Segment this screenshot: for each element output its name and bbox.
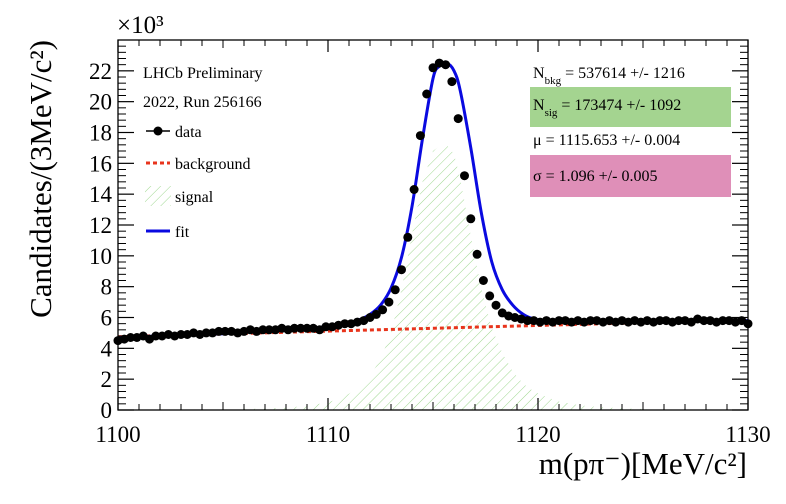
- data-point: [220, 326, 230, 336]
- y-tick-label: 14: [89, 182, 113, 207]
- data-point: [264, 325, 274, 335]
- data-point: [478, 276, 488, 285]
- data-point: [384, 297, 394, 307]
- x-tick-label: 1100: [95, 422, 140, 447]
- stat-nsig: Nsig = 173474 +/- 1092: [533, 97, 681, 119]
- data-point: [472, 249, 482, 259]
- stat-nbkg: Nbkg = 537614 +/- 1216: [533, 65, 685, 87]
- y-axis-title: Candidates/(3MeV/c²): [23, 40, 58, 318]
- y-tick-label: 2: [101, 367, 113, 392]
- data-point: [460, 171, 469, 181]
- stat-nbkg-value: = 537614 +/- 1216: [565, 65, 685, 82]
- data-point: [201, 328, 211, 338]
- y-tick-label: 10: [89, 244, 112, 269]
- x-tick-label: 1110: [306, 422, 350, 447]
- data-point: [403, 232, 413, 242]
- nsig-box: [530, 87, 731, 127]
- data-point: [397, 265, 406, 275]
- series-signal-area: [244, 144, 643, 410]
- data-point: [441, 60, 451, 70]
- data-point: [485, 291, 495, 301]
- legend-data-label: data: [175, 124, 202, 141]
- legend-header-lhcb: LHCb Preliminary: [143, 65, 263, 82]
- data-point: [126, 333, 136, 342]
- y-tick-label: 6: [101, 306, 113, 331]
- legend-background-label: background: [175, 156, 251, 173]
- data-point: [491, 300, 501, 310]
- legend-signal-swatch: [145, 186, 171, 206]
- y-tick-label: 8: [101, 275, 113, 300]
- stat-mu: μ = 1115.653 +/- 0.004: [533, 132, 680, 149]
- x-axis-title: m(pπ⁻)[MeV/c²]: [539, 446, 747, 481]
- data-point: [176, 330, 186, 339]
- data-point: [296, 323, 306, 333]
- legend-header-run: 2022, Run 256166: [143, 94, 262, 111]
- legend-fit-label: fit: [175, 224, 190, 241]
- legend-signal-label: signal: [175, 189, 214, 206]
- data-point: [409, 185, 419, 194]
- y-tick-label: 22: [89, 59, 112, 84]
- data-point: [699, 316, 709, 326]
- stat-sigma: σ = 1.096 +/- 0.005: [533, 168, 657, 185]
- data-point: [554, 316, 564, 326]
- data-point: [655, 316, 665, 326]
- y-tick-label: 16: [89, 151, 112, 176]
- stat-nsig-symbol: N: [533, 97, 545, 114]
- y-multiplier: ×10³: [117, 12, 164, 39]
- data-point: [214, 326, 224, 336]
- y-tick-label: 12: [89, 213, 112, 238]
- y-tick-label: 18: [89, 121, 112, 146]
- data-point: [321, 322, 331, 332]
- data-point: [340, 319, 350, 329]
- legend-data-marker: [153, 126, 163, 136]
- y-tick-label: 20: [89, 90, 112, 115]
- data-point: [390, 285, 400, 295]
- x-tick-label: 1120: [515, 422, 560, 447]
- data-point: [422, 89, 432, 99]
- y-tick-label: 0: [101, 398, 113, 423]
- x-tick-label: 1130: [725, 422, 770, 447]
- data-point: [718, 316, 728, 326]
- data-point: [151, 331, 161, 341]
- data-point: [415, 131, 425, 141]
- data-point: [453, 114, 463, 124]
- data-point: [302, 323, 312, 333]
- data-point: [586, 316, 595, 326]
- stat-nsig-sub: sig: [545, 107, 558, 119]
- stat-nbkg-sub: bkg: [545, 75, 562, 87]
- data-point: [289, 323, 299, 333]
- data-point: [428, 63, 438, 73]
- sigma-box: [530, 155, 731, 197]
- y-tick-label: 4: [101, 336, 113, 361]
- stat-nsig-value: = 173474 +/- 1092: [561, 97, 681, 114]
- data-point: [258, 325, 268, 335]
- data-point: [447, 77, 457, 87]
- data-point: [466, 214, 476, 224]
- data-point: [523, 316, 532, 326]
- data-point: [378, 305, 388, 315]
- stat-nbkg-symbol: N: [533, 65, 545, 82]
- data-point: [674, 316, 684, 326]
- data-point: [371, 309, 381, 319]
